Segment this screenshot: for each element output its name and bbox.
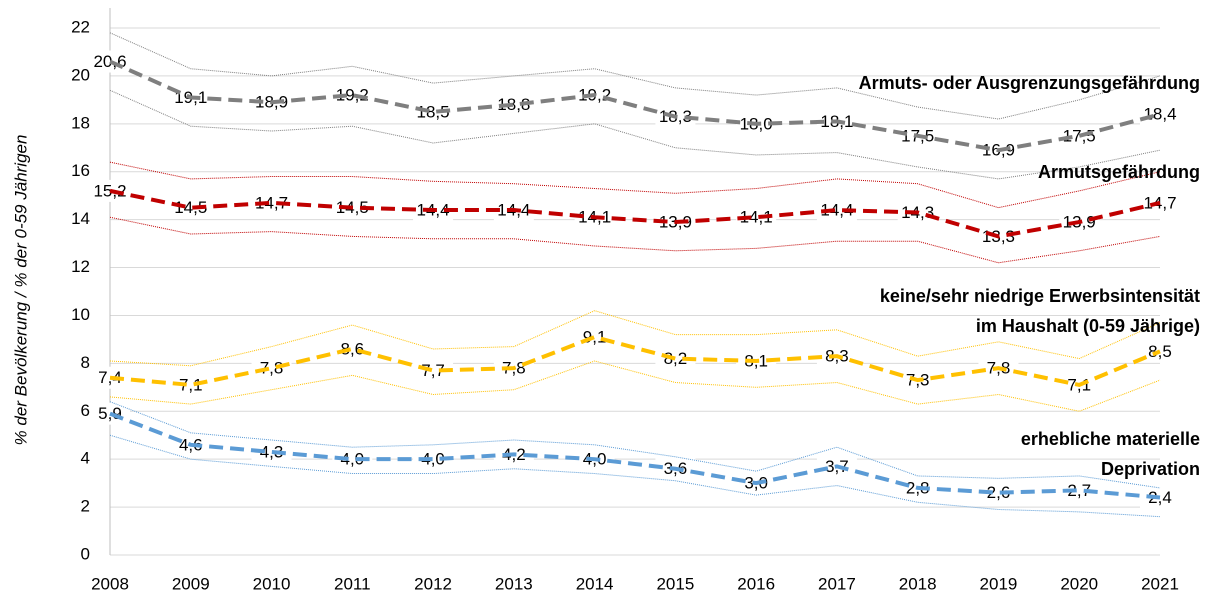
data-label: 14,4 [820, 201, 853, 220]
data-label: 7,7 [421, 361, 445, 380]
label-bg [816, 199, 857, 222]
data-label: 7,1 [179, 375, 203, 394]
confidence-lower [109, 89, 1161, 180]
series-line [109, 59, 1161, 153]
label-bg [413, 359, 454, 382]
data-label: 9,1 [583, 327, 607, 346]
data-label: 8,6 [340, 339, 364, 358]
label-bg [170, 196, 211, 219]
label-bg [251, 440, 292, 463]
data-label: 14,7 [1143, 193, 1176, 212]
label-bg [170, 373, 211, 396]
confidence-upper [109, 310, 1161, 367]
data-label: 18,4 [1143, 105, 1176, 124]
x-tick-label: 2021 [1141, 574, 1179, 593]
data-label: 2,6 [987, 483, 1011, 502]
y-tick-label: 22 [71, 17, 90, 36]
data-label: 4,0 [340, 450, 364, 469]
label-bg [978, 481, 1019, 504]
y-tick-label: 4 [81, 449, 90, 468]
series-line [109, 334, 1161, 388]
x-tick-label: 2010 [253, 574, 291, 593]
confidence-upper [109, 401, 1161, 489]
label-bg [251, 191, 292, 214]
label-bg [1059, 124, 1100, 147]
confidence-lower [109, 216, 1161, 264]
y-tick-label: 20 [71, 65, 90, 84]
series-line [109, 188, 1161, 239]
x-tick-label: 2017 [818, 574, 856, 593]
y-tick-label: 2 [81, 497, 90, 516]
data-label: 19,2 [336, 86, 369, 105]
confidence-upper [109, 161, 1161, 209]
label-bg [1059, 479, 1100, 502]
data-label: 7,4 [98, 368, 122, 387]
data-label: 8,2 [664, 349, 688, 368]
x-tick-label: 2014 [576, 574, 614, 593]
y-tick-label: 8 [81, 353, 90, 372]
legend-label: Deprivation [1101, 459, 1200, 479]
label-bg [1140, 103, 1180, 126]
y-tick-label: 14 [71, 209, 90, 228]
y-tick-label: 6 [81, 401, 90, 420]
label-bg [332, 448, 373, 471]
legend-label: Armuts- oder Ausgrenzungsgefährdung [859, 73, 1200, 93]
label-bg [332, 337, 373, 360]
x-tick-label: 2015 [656, 574, 694, 593]
data-label: 17,5 [1063, 126, 1096, 145]
x-tick-label: 2016 [737, 574, 775, 593]
x-tick-label: 2018 [899, 574, 937, 593]
legend-label: keine/sehr niedrige Erwerbsintensität [880, 286, 1200, 306]
y-tick-label: 16 [71, 161, 90, 180]
x-tick-label: 2011 [334, 574, 371, 593]
y-axis-title: % der Bevölkerung / % der 0-59 Jährigen [11, 135, 30, 446]
y-tick-label: 0 [81, 544, 90, 563]
label-bg [251, 357, 292, 380]
label-bg [332, 84, 373, 107]
x-tick-label: 2020 [1060, 574, 1098, 593]
label-bg [413, 100, 454, 123]
data-label: 4,0 [421, 450, 445, 469]
data-label: 5,9 [98, 404, 122, 423]
data-label: 2,7 [1067, 481, 1091, 500]
label-bg [736, 206, 777, 229]
data-labels: 20,619,1 18,9 19,218,5 18,819,218,3 18,0 18,1… [90, 50, 1180, 509]
legend-label: erhebliche materielle [1021, 429, 1200, 449]
x-tick-label: 2019 [980, 574, 1018, 593]
confidence-lower [109, 360, 1161, 412]
y-tick-label: 12 [71, 257, 90, 276]
confidence-lower [109, 434, 1161, 518]
x-tick-label: 2009 [172, 574, 210, 593]
x-tick-label: 2013 [495, 574, 533, 593]
data-label: 14,5 [174, 198, 207, 217]
data-label: 7,8 [260, 359, 284, 378]
label-bg [493, 93, 534, 116]
data-label: 4,3 [260, 442, 284, 461]
legend-label: Armutsgefährdung [1038, 162, 1200, 182]
data-label: 14,1 [740, 208, 773, 227]
y-tick-label: 10 [71, 305, 90, 324]
data-label: 18,8 [497, 95, 530, 114]
label-bg [655, 347, 696, 370]
x-tick-label: 2012 [414, 574, 452, 593]
confidence-upper [109, 32, 1161, 120]
x-tick-label: 2008 [91, 574, 129, 593]
data-label: 15,2 [93, 181, 126, 200]
data-label: 18,5 [417, 102, 450, 121]
data-label: 8,5 [1148, 342, 1172, 361]
label-bg [413, 448, 454, 471]
legend-label: im Haushalt (0-59 Jährige) [976, 316, 1200, 336]
data-label: 14,7 [255, 193, 288, 212]
y-tick-label: 18 [71, 113, 90, 132]
series-line [109, 411, 1161, 500]
